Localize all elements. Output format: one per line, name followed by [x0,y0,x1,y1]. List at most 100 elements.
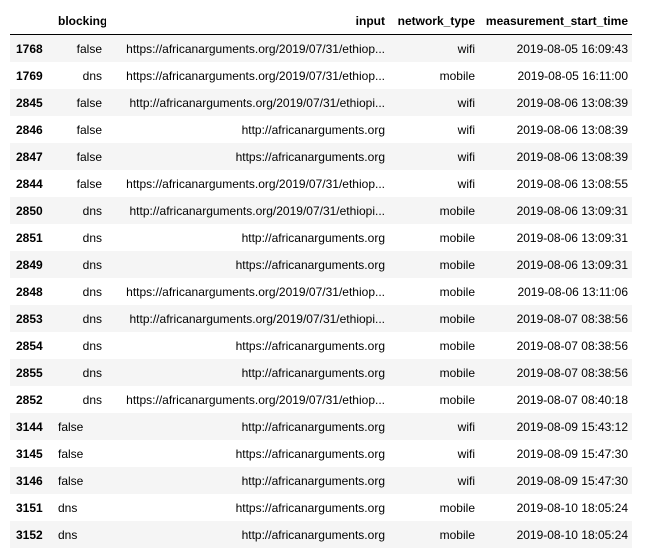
blocking-cell: false [76,41,102,56]
blocking-cell: dns [58,527,78,542]
table-row: 2851 dns http://africanarguments.org mobile… [10,224,632,251]
table-row: 2848 dns https://africanarguments.org/2019… [10,278,632,305]
network-type-cell: mobile [439,257,475,272]
table-row: 3146 false http://africanarguments.org wifi… [10,467,632,494]
input-cell: http://africanarguments.org [241,419,385,434]
measurement-start-time-cell: 2019-08-06 13:08:39 [516,122,628,137]
blocking-cell: false [76,149,102,164]
input-cell: https://africanarguments.org/2019/07/31/… [126,176,385,191]
measurement-start-time-cell: 2019-08-06 13:09:31 [516,257,628,272]
input-cell: http://africanarguments.org [241,527,385,542]
row-index: 2848 [16,284,43,299]
measurement-start-time-cell: 2019-08-06 13:08:39 [516,95,628,110]
network-type-cell: wifi [457,149,475,164]
table-row: 3151 dns https://africanarguments.org mobil… [10,494,632,521]
table-row: 2854 dns https://africanarguments.org mobil… [10,332,632,359]
table-row: 3152 dns http://africanarguments.org mobile… [10,521,632,548]
row-index: 2855 [16,365,43,380]
table-body: 1768 false https://africanarguments.org/20… [10,34,632,548]
row-index: 1768 [16,41,43,56]
row-index: 2846 [16,122,43,137]
input-cell: http://africanarguments.org [241,122,385,137]
row-index: 3146 [16,473,43,488]
header-blocking: blocking [54,7,106,35]
blocking-cell: dns [82,257,102,272]
network-type-cell: mobile [439,392,475,407]
row-index: 2851 [16,230,43,245]
blocking-cell: dns [82,338,102,353]
network-type-cell: mobile [439,284,475,299]
blocking-cell: dns [82,230,102,245]
row-index: 2853 [16,311,43,326]
network-type-cell: mobile [439,527,475,542]
header-network-type: network_type [389,7,479,35]
blocking-cell: dns [82,311,102,326]
measurement-start-time-cell: 2019-08-06 13:09:31 [516,203,628,218]
header-input: input [106,7,389,35]
blocking-cell: dns [58,500,78,515]
input-cell: https://africanarguments.org [235,446,385,461]
input-cell: http://africanarguments.org/2019/07/31/e… [129,311,386,326]
header-index [10,7,54,35]
network-type-cell: wifi [457,473,475,488]
input-cell: http://africanarguments.org [241,365,385,380]
input-cell: https://africanarguments.org/2019/07/31/… [126,41,385,56]
input-cell: https://africanarguments.org [235,338,385,353]
table-row: 1769 dns https://africanarguments.org/2019… [10,62,632,89]
table-row: 3145 false https://africanarguments.org wif… [10,440,632,467]
header-row: blocking input network_type measurement_… [10,7,632,35]
table-row: 2850 dns http://africanarguments.org/2019/… [10,197,632,224]
row-index: 2849 [16,257,43,272]
measurement-start-time-cell: 2019-08-05 16:11:00 [517,68,628,83]
blocking-cell: false [76,122,102,137]
row-index: 2845 [16,95,43,110]
blocking-cell: false [58,419,84,434]
row-index: 2850 [16,203,43,218]
blocking-cell: false [76,95,102,110]
measurement-start-time-cell: 2019-08-06 13:09:31 [516,230,628,245]
blocking-cell: dns [82,284,102,299]
table-row: 3144 false http://africanarguments.org wifi… [10,413,632,440]
network-type-cell: wifi [457,446,475,461]
measurement-start-time-cell: 2019-08-07 08:38:56 [516,338,628,353]
network-type-cell: wifi [457,176,475,191]
measurement-start-time-cell: 2019-08-09 15:47:30 [516,473,628,488]
row-index: 2844 [16,176,43,191]
network-type-cell: wifi [457,419,475,434]
network-type-cell: wifi [457,41,475,56]
measurement-start-time-cell: 2019-08-10 18:05:24 [516,527,628,542]
network-type-cell: wifi [457,122,475,137]
network-type-cell: mobile [439,230,475,245]
input-cell: https://africanarguments.org/2019/07/31/… [126,68,385,83]
header-measurement-start-time: measurement_start_time [479,7,632,35]
network-type-cell: mobile [439,365,475,380]
blocking-cell: dns [82,365,102,380]
measurement-start-time-cell: 2019-08-09 15:47:30 [516,446,628,461]
network-type-cell: mobile [439,500,475,515]
table-row: 2855 dns http://africanarguments.org mobile… [10,359,632,386]
network-type-cell: mobile [439,68,475,83]
row-index: 3151 [16,500,43,515]
input-cell: http://africanarguments.org [241,473,385,488]
input-cell: http://africanarguments.org [241,230,385,245]
input-cell: https://africanarguments.org [235,500,385,515]
row-index: 2852 [16,392,43,407]
table-row: 2845 false http://africanarguments.org/201… [10,89,632,116]
measurement-start-time-cell: 2019-08-06 13:08:55 [516,176,628,191]
measurement-start-time-cell: 2019-08-06 13:11:06 [517,284,628,299]
input-cell: http://africanarguments.org/2019/07/31/e… [129,203,386,218]
table-row: 2846 false http://africanarguments.org wifi… [10,116,632,143]
row-index: 3145 [16,446,43,461]
blocking-cell: dns [82,68,102,83]
blocking-cell: false [76,176,102,191]
measurement-start-time-cell: 2019-08-09 15:43:12 [516,419,628,434]
measurement-start-time-cell: 2019-08-07 08:38:56 [516,311,628,326]
blocking-cell: dns [82,203,102,218]
input-cell: https://africanarguments.org/2019/07/31/… [126,392,385,407]
table-header: blocking input network_type measurement_… [10,7,632,35]
measurement-start-time-cell: 2019-08-07 08:38:56 [516,365,628,380]
network-type-cell: mobile [439,311,475,326]
input-cell: http://africanarguments.org/2019/07/31/e… [129,95,386,110]
table-row: 1768 false https://africanarguments.org/20… [10,34,632,62]
measurement-start-time-cell: 2019-08-10 18:05:24 [516,500,628,515]
